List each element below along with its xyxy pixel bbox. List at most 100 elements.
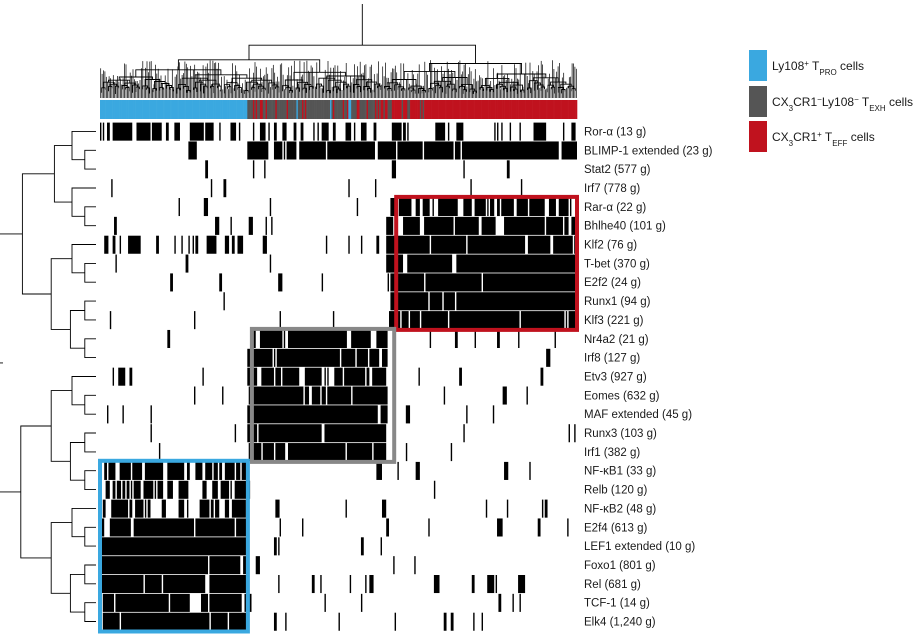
heatmap-cell xyxy=(118,367,126,386)
annotation-cell xyxy=(398,100,401,119)
annotation-cell xyxy=(540,100,543,119)
heatmap-cell xyxy=(429,329,432,348)
heatmap-cell xyxy=(504,216,545,235)
heatmap-cell xyxy=(422,198,430,217)
annotation-cell xyxy=(544,100,547,119)
annotation-cell xyxy=(522,100,524,119)
dendrogram-branch xyxy=(71,507,96,538)
heatmap-cell xyxy=(415,198,420,217)
heatmap-cell xyxy=(380,537,382,556)
heatmap-cell xyxy=(321,122,329,141)
annotation-cell xyxy=(105,100,108,119)
heatmap-cell xyxy=(136,122,151,141)
annotation-cell xyxy=(370,100,373,119)
row-label: Klf2 (76 g) xyxy=(584,240,637,252)
annotation-cell xyxy=(453,100,456,119)
heatmap-row xyxy=(178,198,572,217)
dendrogram-branch xyxy=(84,394,96,415)
cell-type-annotation-bar xyxy=(100,100,578,119)
annotation-cell xyxy=(344,100,346,119)
heatmap-cell xyxy=(481,216,496,235)
annotation-cell xyxy=(147,100,150,119)
heatmap-row xyxy=(158,443,453,462)
row-label: BLIMP-1 extended (23 g) xyxy=(584,145,713,157)
heatmap-cell xyxy=(215,499,220,518)
annotation-cell xyxy=(332,100,335,119)
annotation-cell xyxy=(424,100,426,119)
heatmap-cell xyxy=(275,367,281,386)
heatmap-cell xyxy=(157,480,164,499)
annotation-cell xyxy=(551,100,554,119)
heatmap-cell xyxy=(497,198,500,217)
heatmap-cell xyxy=(490,198,495,217)
heatmap-cell xyxy=(332,311,335,330)
annotation-cell xyxy=(548,100,551,119)
annotation-cell xyxy=(443,100,446,119)
heatmap-cell xyxy=(544,499,548,518)
annotation-cell xyxy=(202,100,205,119)
column-dendrogram xyxy=(100,4,577,98)
annotation-cell xyxy=(355,100,358,119)
heatmap-cell xyxy=(438,198,458,217)
dendrogram-branch xyxy=(248,44,476,64)
annotation-cell xyxy=(471,100,474,119)
heatmap-cell xyxy=(338,612,340,631)
heatmap-cell xyxy=(181,235,183,254)
heatmap-cell xyxy=(516,198,528,217)
heatmap-cell xyxy=(450,612,454,631)
annotation-cell xyxy=(227,100,230,119)
heatmap-cell xyxy=(360,537,364,556)
annotation-cell xyxy=(119,100,122,119)
annotation-cell xyxy=(304,100,307,119)
heatmap-cell xyxy=(506,160,510,179)
annotation-cell xyxy=(356,100,359,119)
annotation-cell xyxy=(186,100,189,119)
heatmap-cell xyxy=(128,235,141,254)
highlight-box xyxy=(249,326,397,464)
annotation-cell xyxy=(515,100,517,119)
dendrogram-branch xyxy=(69,310,85,349)
row-label: Nr4a2 (21 g) xyxy=(584,334,649,346)
heatmap-cell xyxy=(194,386,196,405)
legend-swatch-texh xyxy=(749,86,767,117)
row-label: MAF extended (45 g) xyxy=(584,409,692,421)
heatmap-cell xyxy=(564,216,569,235)
annotation-cell xyxy=(175,100,178,119)
heatmap-cell xyxy=(273,141,283,160)
heatmap-row xyxy=(102,499,548,518)
annotation-cell xyxy=(491,100,494,119)
annotation-cell xyxy=(450,100,453,119)
annotation-cell xyxy=(185,100,188,119)
heatmap-cell xyxy=(348,179,350,198)
heatmap-cell xyxy=(229,612,249,631)
annotation-cell xyxy=(485,100,488,119)
dendrogram-branch xyxy=(71,130,96,161)
annotation-cell xyxy=(490,100,492,119)
heatmap-cell xyxy=(282,122,287,141)
heatmap-cell xyxy=(365,575,367,594)
annotation-cell xyxy=(146,100,148,119)
heatmap-cell xyxy=(269,198,272,217)
heatmap-cell xyxy=(373,443,387,462)
annotation-cell xyxy=(154,100,157,119)
heatmap-cell xyxy=(210,179,213,198)
heatmap-row xyxy=(100,556,416,575)
annotation-cell xyxy=(506,100,509,119)
heatmap-cell xyxy=(459,367,462,386)
heatmap-cell xyxy=(360,235,363,254)
annotation-cell xyxy=(353,100,356,119)
annotation-cell xyxy=(335,100,338,119)
heatmap-cell xyxy=(485,499,488,518)
annotation-cell xyxy=(537,100,540,119)
annotation-cell xyxy=(111,100,113,119)
heatmap-cell xyxy=(112,122,133,141)
annotation-cell xyxy=(223,100,226,119)
heatmap-cell xyxy=(111,499,129,518)
heatmap-cell xyxy=(265,216,267,235)
heatmap-cell xyxy=(554,329,556,348)
highlight-box xyxy=(98,458,250,634)
heatmap-cell xyxy=(278,575,280,594)
legend-swatch-tpro xyxy=(749,50,767,81)
dendrogram-branch xyxy=(288,90,293,94)
annotation-cell xyxy=(366,100,369,119)
